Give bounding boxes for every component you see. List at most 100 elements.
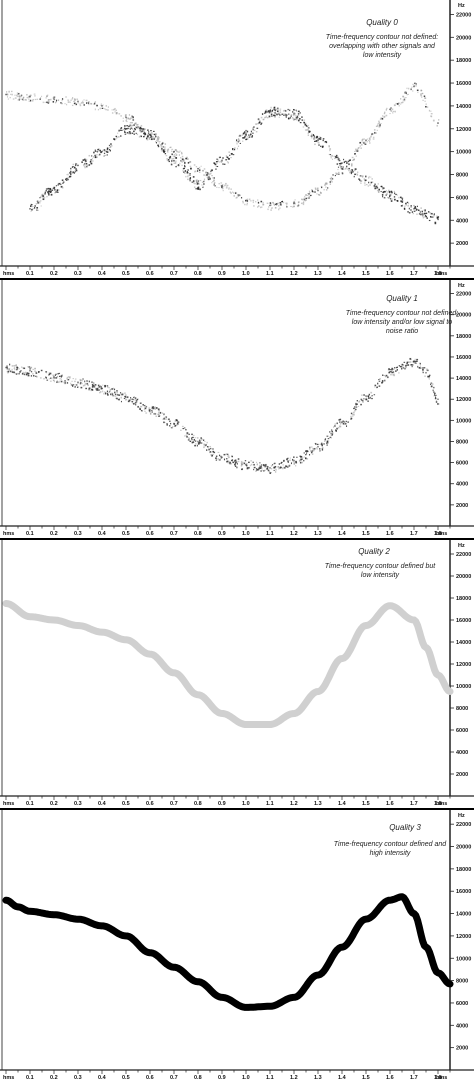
data-point — [58, 182, 61, 185]
data-point — [105, 150, 108, 153]
data-point — [352, 159, 354, 161]
data-point — [381, 194, 384, 196]
quality-0-panel: 2000 4000 6000 8000 10000 12000 14000 16000 1800… — [0, 0, 474, 278]
data-point — [250, 200, 252, 202]
x-tick-label: 0.4 — [98, 801, 107, 807]
data-point — [27, 374, 30, 377]
data-point — [199, 168, 201, 170]
data-point — [293, 459, 295, 462]
data-point — [391, 369, 393, 371]
data-point — [61, 98, 63, 100]
data-point — [447, 689, 453, 694]
data-point — [365, 184, 368, 186]
data-point — [287, 117, 290, 120]
y-tick-label: 4000 — [456, 482, 468, 488]
data-point — [74, 99, 76, 101]
data-point — [27, 366, 29, 368]
data-point — [211, 182, 213, 184]
data-point — [7, 372, 9, 374]
data-point — [237, 458, 240, 460]
data-point — [101, 105, 103, 107]
data-point — [150, 131, 153, 134]
data-point — [57, 184, 59, 186]
data-point — [59, 182, 62, 185]
data-point — [124, 133, 127, 135]
data-point — [53, 96, 55, 98]
data-point — [260, 123, 262, 126]
data-point — [68, 175, 71, 178]
data-point — [86, 383, 89, 385]
data-point — [383, 375, 386, 377]
y-tick-label: 2000 — [456, 241, 468, 247]
data-point — [73, 385, 75, 387]
data-point — [181, 164, 183, 167]
data-point — [308, 190, 311, 193]
data-point — [428, 375, 431, 378]
data-point — [270, 202, 272, 205]
y-axis-band — [450, 0, 474, 278]
data-point — [133, 124, 135, 126]
data-point — [70, 384, 73, 386]
data-point — [180, 151, 183, 154]
data-point — [66, 179, 68, 181]
data-point — [345, 425, 348, 427]
data-series — [29, 106, 440, 225]
x-tick-label: 0.8 — [194, 531, 202, 537]
data-point — [119, 392, 122, 394]
data-point — [255, 470, 257, 472]
data-point — [267, 1003, 273, 1009]
data-point — [197, 170, 199, 172]
data-point — [315, 689, 321, 694]
data-point — [86, 381, 88, 383]
data-point — [113, 388, 116, 391]
data-point — [124, 394, 127, 396]
data-point — [399, 196, 402, 199]
data-point — [242, 461, 244, 464]
data-point — [180, 429, 182, 431]
data-point — [316, 443, 319, 446]
data-point — [48, 374, 50, 376]
data-point — [227, 156, 229, 158]
data-point — [405, 97, 407, 99]
y-tick-label: 14000 — [456, 376, 471, 382]
data-point — [334, 175, 337, 177]
data-point — [234, 459, 237, 462]
data-point — [339, 418, 342, 421]
data-point — [356, 150, 358, 152]
data-point — [218, 454, 221, 457]
data-point — [206, 449, 208, 451]
data-point — [170, 427, 172, 429]
x-tick-label: 1.7 — [410, 801, 418, 807]
data-point — [403, 99, 406, 102]
y-tick-label: 2000 — [456, 772, 468, 778]
data-point — [200, 442, 203, 444]
data-point — [373, 394, 376, 396]
data-point — [314, 442, 316, 444]
data-point — [437, 403, 439, 405]
data-point — [435, 394, 437, 396]
data-point — [139, 402, 142, 404]
data-point — [9, 363, 11, 366]
data-point — [39, 200, 42, 202]
data-point — [203, 443, 206, 446]
y-tick-label: 12000 — [456, 397, 471, 403]
data-point — [203, 183, 205, 185]
data-point — [394, 367, 396, 369]
data-point — [324, 438, 326, 441]
data-point — [19, 371, 21, 373]
data-point — [356, 173, 358, 175]
data-point — [245, 463, 247, 466]
data-point — [15, 904, 21, 910]
data-point — [310, 452, 313, 454]
data-point — [130, 126, 132, 129]
data-point — [410, 209, 412, 211]
data-point — [75, 163, 78, 165]
data-point — [139, 407, 141, 409]
data-point — [55, 191, 57, 193]
data-point — [356, 403, 358, 405]
data-point — [196, 444, 198, 447]
data-point — [189, 177, 192, 179]
data-point — [114, 395, 117, 397]
data-point — [192, 176, 195, 178]
data-point — [245, 133, 247, 136]
